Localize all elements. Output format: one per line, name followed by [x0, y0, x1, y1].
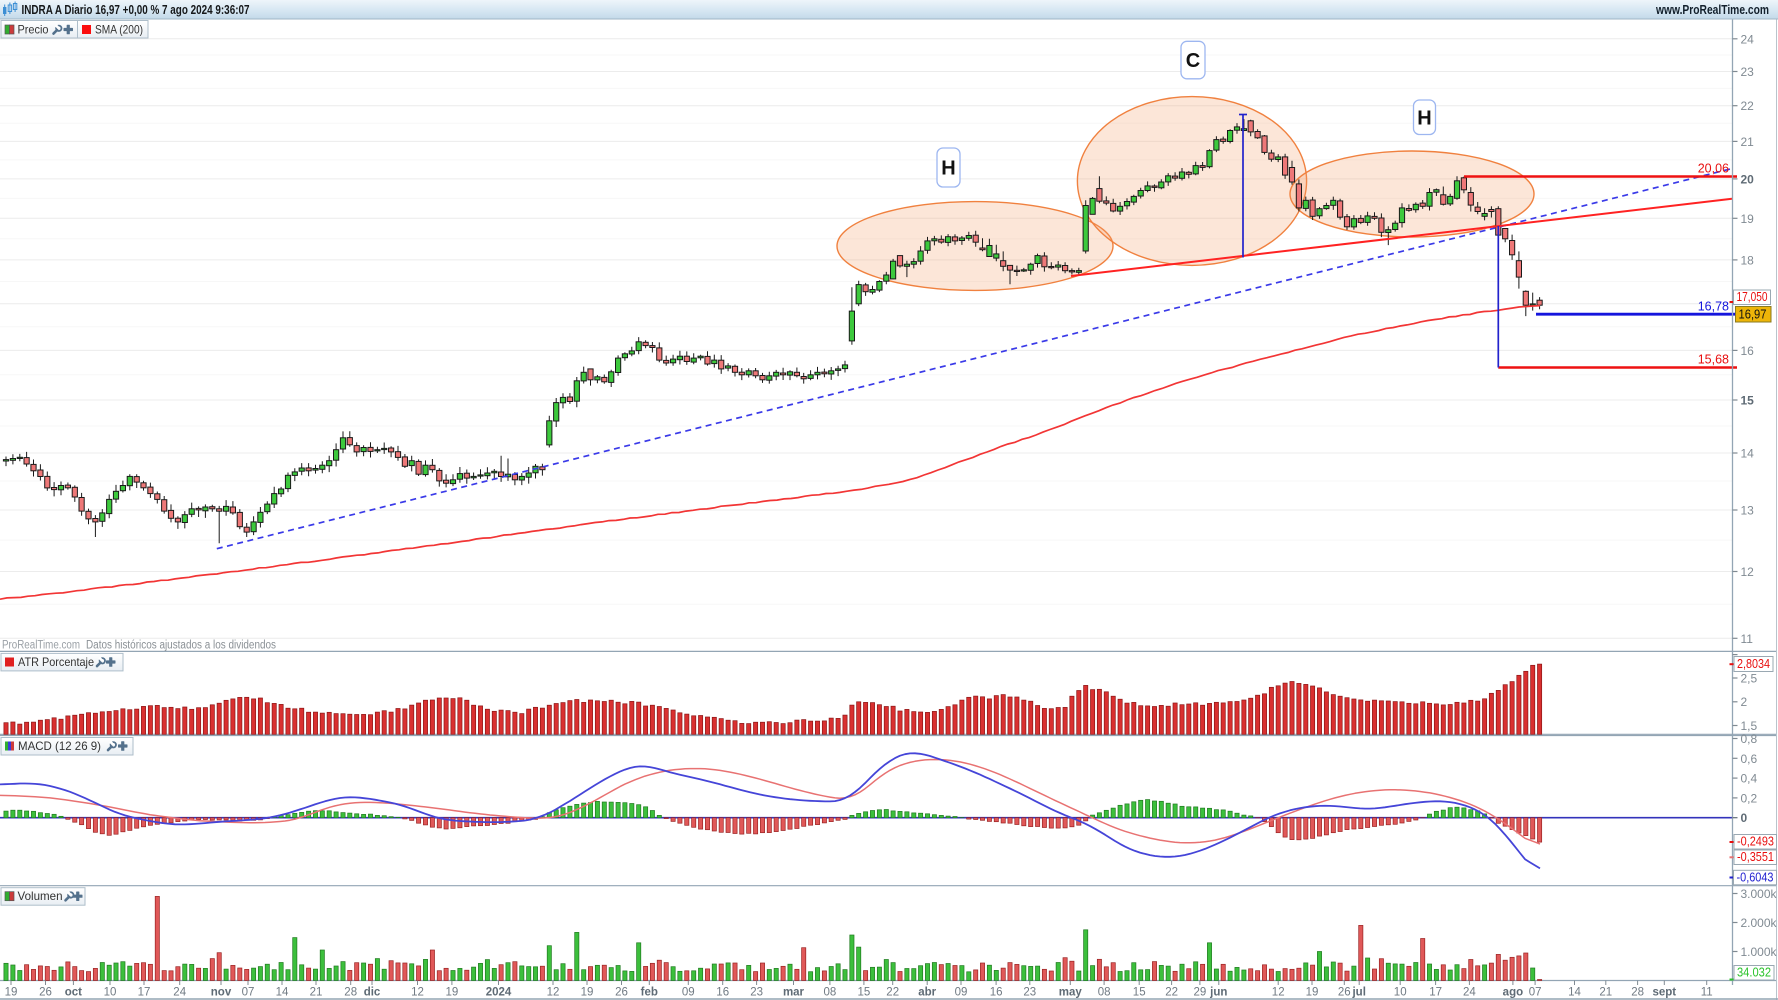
- svg-text:11: 11: [1701, 987, 1713, 999]
- svg-text:12: 12: [1272, 987, 1285, 999]
- svg-text:mar: mar: [783, 987, 805, 999]
- svg-text:3.000k: 3.000k: [1741, 887, 1778, 901]
- svg-text:dic: dic: [364, 987, 381, 999]
- svg-text:Datos históricos ajustados a l: Datos históricos ajustados a los dividen…: [86, 640, 276, 652]
- svg-text:2: 2: [1741, 695, 1748, 709]
- svg-text:17,050: 17,050: [1737, 290, 1768, 304]
- svg-text:24: 24: [1741, 32, 1755, 46]
- svg-text:INDRA A Diario 16,97 +0,00 % 7: INDRA A Diario 16,97 +0,00 % 7 ago 2024 …: [22, 2, 250, 17]
- svg-text:22: 22: [1165, 987, 1178, 999]
- svg-text:nov: nov: [211, 987, 232, 999]
- svg-text:28: 28: [1631, 987, 1644, 999]
- svg-text:10: 10: [1394, 987, 1407, 999]
- svg-text:34.032: 34.032: [1737, 966, 1771, 980]
- svg-text:2,5: 2,5: [1741, 672, 1758, 686]
- svg-text:2024: 2024: [486, 987, 512, 999]
- svg-text:15: 15: [1133, 987, 1146, 999]
- svg-text:13: 13: [1741, 504, 1755, 518]
- svg-text:0,2: 0,2: [1741, 791, 1758, 805]
- svg-text:sept: sept: [1652, 987, 1676, 999]
- svg-text:19: 19: [1741, 212, 1755, 226]
- svg-text:26: 26: [615, 987, 628, 999]
- svg-text:jun: jun: [1209, 987, 1227, 999]
- svg-text:SMA (200): SMA (200): [95, 23, 143, 37]
- svg-text:0: 0: [1741, 811, 1748, 825]
- svg-text:-0,3551: -0,3551: [1737, 850, 1774, 864]
- svg-text:feb: feb: [641, 987, 658, 999]
- svg-text:1.000k: 1.000k: [1741, 945, 1778, 959]
- svg-text:20,06: 20,06: [1698, 162, 1729, 176]
- svg-text:H: H: [941, 158, 955, 180]
- svg-text:MACD (12 26 9): MACD (12 26 9): [18, 739, 101, 753]
- svg-text:16,78: 16,78: [1698, 300, 1729, 314]
- svg-text:20: 20: [1741, 172, 1755, 186]
- svg-text:17: 17: [138, 987, 151, 999]
- svg-text:18: 18: [1741, 253, 1755, 267]
- svg-text:ago: ago: [1503, 987, 1523, 999]
- svg-text:22: 22: [886, 987, 899, 999]
- svg-text:0,4: 0,4: [1741, 772, 1758, 786]
- svg-text:may: may: [1059, 987, 1083, 999]
- svg-text:-0,2493: -0,2493: [1737, 835, 1774, 849]
- svg-text:jul: jul: [1351, 987, 1365, 999]
- svg-text:26: 26: [1338, 987, 1351, 999]
- svg-text:28: 28: [344, 987, 357, 999]
- svg-text:ProRealTime.com: ProRealTime.com: [2, 640, 80, 652]
- svg-text:24: 24: [1463, 987, 1476, 999]
- svg-text:abr: abr: [918, 987, 936, 999]
- svg-text:23: 23: [1741, 65, 1755, 79]
- svg-text:15: 15: [858, 987, 871, 999]
- svg-text:H: H: [1417, 107, 1431, 129]
- svg-text:ATR Porcentaje: ATR Porcentaje: [18, 655, 94, 669]
- svg-text:29: 29: [1194, 987, 1207, 999]
- svg-text:0,8: 0,8: [1741, 732, 1758, 746]
- svg-text:17: 17: [1429, 987, 1442, 999]
- svg-text:2.000k: 2.000k: [1741, 916, 1778, 930]
- svg-text:16: 16: [716, 987, 729, 999]
- svg-text:08: 08: [1098, 987, 1111, 999]
- svg-text:14: 14: [1741, 447, 1755, 461]
- svg-text:2,8034: 2,8034: [1737, 657, 1770, 671]
- svg-text:08: 08: [824, 987, 837, 999]
- svg-text:10: 10: [104, 987, 117, 999]
- svg-text:19: 19: [446, 987, 459, 999]
- svg-text:16,97: 16,97: [1739, 308, 1767, 322]
- svg-text:-0,6043: -0,6043: [1737, 870, 1774, 884]
- svg-text:21: 21: [1741, 135, 1755, 149]
- svg-text:Precio: Precio: [18, 23, 49, 37]
- svg-text:14: 14: [1568, 987, 1581, 999]
- svg-text:www.ProRealTime.com: www.ProRealTime.com: [1655, 2, 1769, 17]
- svg-text:C: C: [1186, 50, 1200, 72]
- svg-text:23: 23: [750, 987, 763, 999]
- svg-text:0,6: 0,6: [1741, 752, 1758, 766]
- svg-text:12: 12: [1741, 565, 1755, 579]
- svg-text:16: 16: [1741, 344, 1755, 358]
- svg-text:14: 14: [276, 987, 289, 999]
- svg-text:Volumen: Volumen: [18, 889, 63, 903]
- svg-text:22: 22: [1741, 99, 1755, 113]
- svg-text:oct: oct: [65, 987, 82, 999]
- svg-text:15,68: 15,68: [1698, 353, 1729, 367]
- svg-text:21: 21: [1599, 987, 1612, 999]
- svg-text:23: 23: [1023, 987, 1036, 999]
- svg-text:12: 12: [411, 987, 424, 999]
- svg-text:1,5: 1,5: [1741, 719, 1758, 733]
- svg-text:12: 12: [547, 987, 560, 999]
- svg-text:07: 07: [242, 987, 255, 999]
- svg-text:09: 09: [955, 987, 968, 999]
- svg-text:15: 15: [1741, 394, 1755, 408]
- svg-text:11: 11: [1741, 632, 1754, 646]
- svg-text:21: 21: [310, 987, 323, 999]
- svg-text:19: 19: [1306, 987, 1319, 999]
- svg-text:16: 16: [990, 987, 1003, 999]
- svg-text:19: 19: [581, 987, 594, 999]
- svg-text:07: 07: [1529, 987, 1542, 999]
- svg-text:19: 19: [5, 987, 18, 999]
- svg-text:24: 24: [173, 987, 186, 999]
- svg-text:09: 09: [682, 987, 695, 999]
- svg-text:26: 26: [39, 987, 52, 999]
